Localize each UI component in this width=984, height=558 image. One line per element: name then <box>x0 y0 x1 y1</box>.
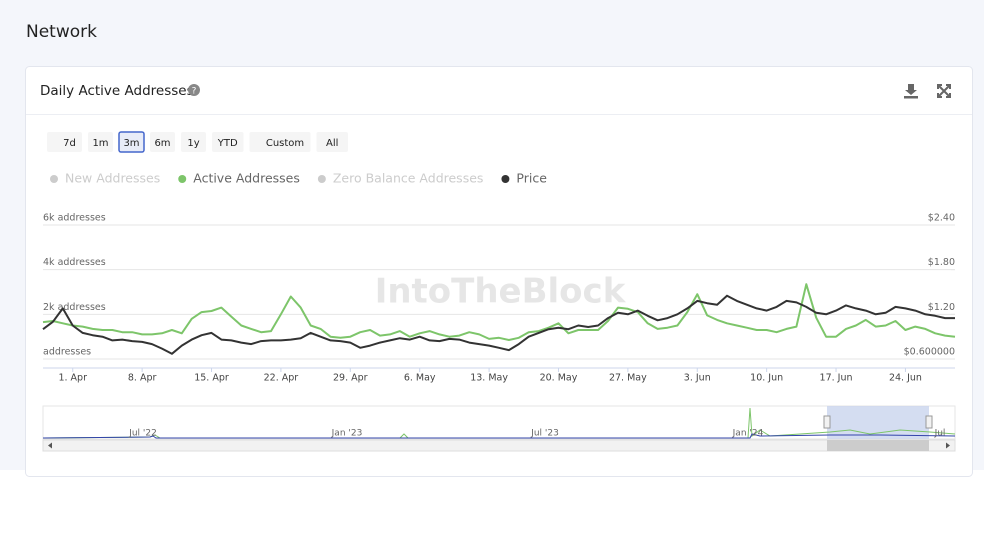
range-button[interactable] <box>150 132 175 152</box>
help-mark: ? <box>192 87 197 97</box>
range-button-label: 3m <box>123 138 139 149</box>
series-line <box>42 294 955 355</box>
legend-marker <box>317 175 326 183</box>
y-tick-label: 2k addresses <box>43 302 106 313</box>
navigator-label: Jul '23 <box>530 429 559 439</box>
icon-part <box>905 84 917 95</box>
navigator-line <box>42 433 956 439</box>
range-button-label: 1m <box>92 138 108 149</box>
legend-label[interactable]: Zero Balance Addresses <box>333 171 484 186</box>
legend-marker <box>50 175 58 183</box>
range-button-label: 1y <box>187 138 199 149</box>
range-button[interactable] <box>181 132 206 152</box>
range-button[interactable] <box>47 132 82 152</box>
watermark: IntoTheBlock <box>375 272 627 312</box>
x-tick-label: 20. May <box>540 373 578 384</box>
navigator-handle[interactable] <box>925 415 933 429</box>
expand-icon[interactable] <box>937 84 951 98</box>
range-button-label: All <box>326 138 338 149</box>
scrollbar[interactable] <box>42 439 956 452</box>
x-tick-label: 6. May <box>404 373 436 384</box>
legend-marker <box>178 175 187 183</box>
navigator-handle[interactable] <box>823 415 831 429</box>
y-tick-label: 4k addresses <box>43 257 106 268</box>
legend-label[interactable]: Active Addresses <box>193 171 300 186</box>
y-tick-label: addresses <box>43 347 91 358</box>
x-tick-label: 10. Jun <box>750 373 783 384</box>
y2-tick-label: $0.600000 <box>904 347 955 358</box>
y-tick-label: 6k addresses <box>43 213 106 224</box>
x-tick-label: 17. Jun <box>820 373 853 384</box>
navigator-label: Jul <box>934 429 946 439</box>
icon-part <box>937 84 951 98</box>
y2-tick-label: $1.80 <box>928 257 955 268</box>
range-button-label: 7d <box>63 138 76 149</box>
x-tick-label: 27. May <box>609 373 647 384</box>
navigator-window[interactable] <box>827 406 929 439</box>
legend-label[interactable]: New Addresses <box>65 171 160 186</box>
range-button-label: 6m <box>154 138 170 149</box>
x-tick-label: 29. Apr <box>333 373 368 384</box>
range-button[interactable] <box>249 132 311 152</box>
navigator-label: Jan '24 <box>732 429 764 439</box>
download-icon[interactable] <box>904 84 918 99</box>
card <box>25 66 973 477</box>
legend-marker <box>501 175 510 183</box>
help-icon[interactable] <box>188 84 200 96</box>
range-button[interactable] <box>212 132 244 152</box>
range-button-label: YTD <box>217 138 238 149</box>
x-tick-label: 3. Jun <box>684 373 711 384</box>
icon-part <box>904 96 918 99</box>
range-button[interactable] <box>88 132 113 152</box>
x-tick-label: 1. Apr <box>58 373 87 384</box>
page-header: Network <box>26 22 97 42</box>
scrollbar-thumb[interactable] <box>827 440 929 451</box>
navigator-label: Jan '23 <box>331 429 363 439</box>
x-tick-label: 22. Apr <box>264 373 299 384</box>
range-button[interactable] <box>118 131 145 153</box>
card-title: Daily Active Addresses <box>40 83 194 99</box>
y2-tick-label: $2.40 <box>928 213 955 224</box>
legend-label[interactable]: Price <box>516 171 547 186</box>
x-tick-label: 8. Apr <box>128 373 157 384</box>
x-tick-label: 15. Apr <box>194 373 229 384</box>
navigator-frame <box>42 405 956 440</box>
x-tick-label: 13. May <box>470 373 508 384</box>
x-tick-label: 24. Jun <box>889 373 922 384</box>
series-line <box>42 283 956 341</box>
range-button[interactable] <box>316 132 349 152</box>
range-button-label: Custom <box>266 138 304 149</box>
y2-tick-label: $1.20 <box>928 302 955 313</box>
navigator-label: Jul '22 <box>128 429 157 439</box>
navigator <box>42 405 956 452</box>
